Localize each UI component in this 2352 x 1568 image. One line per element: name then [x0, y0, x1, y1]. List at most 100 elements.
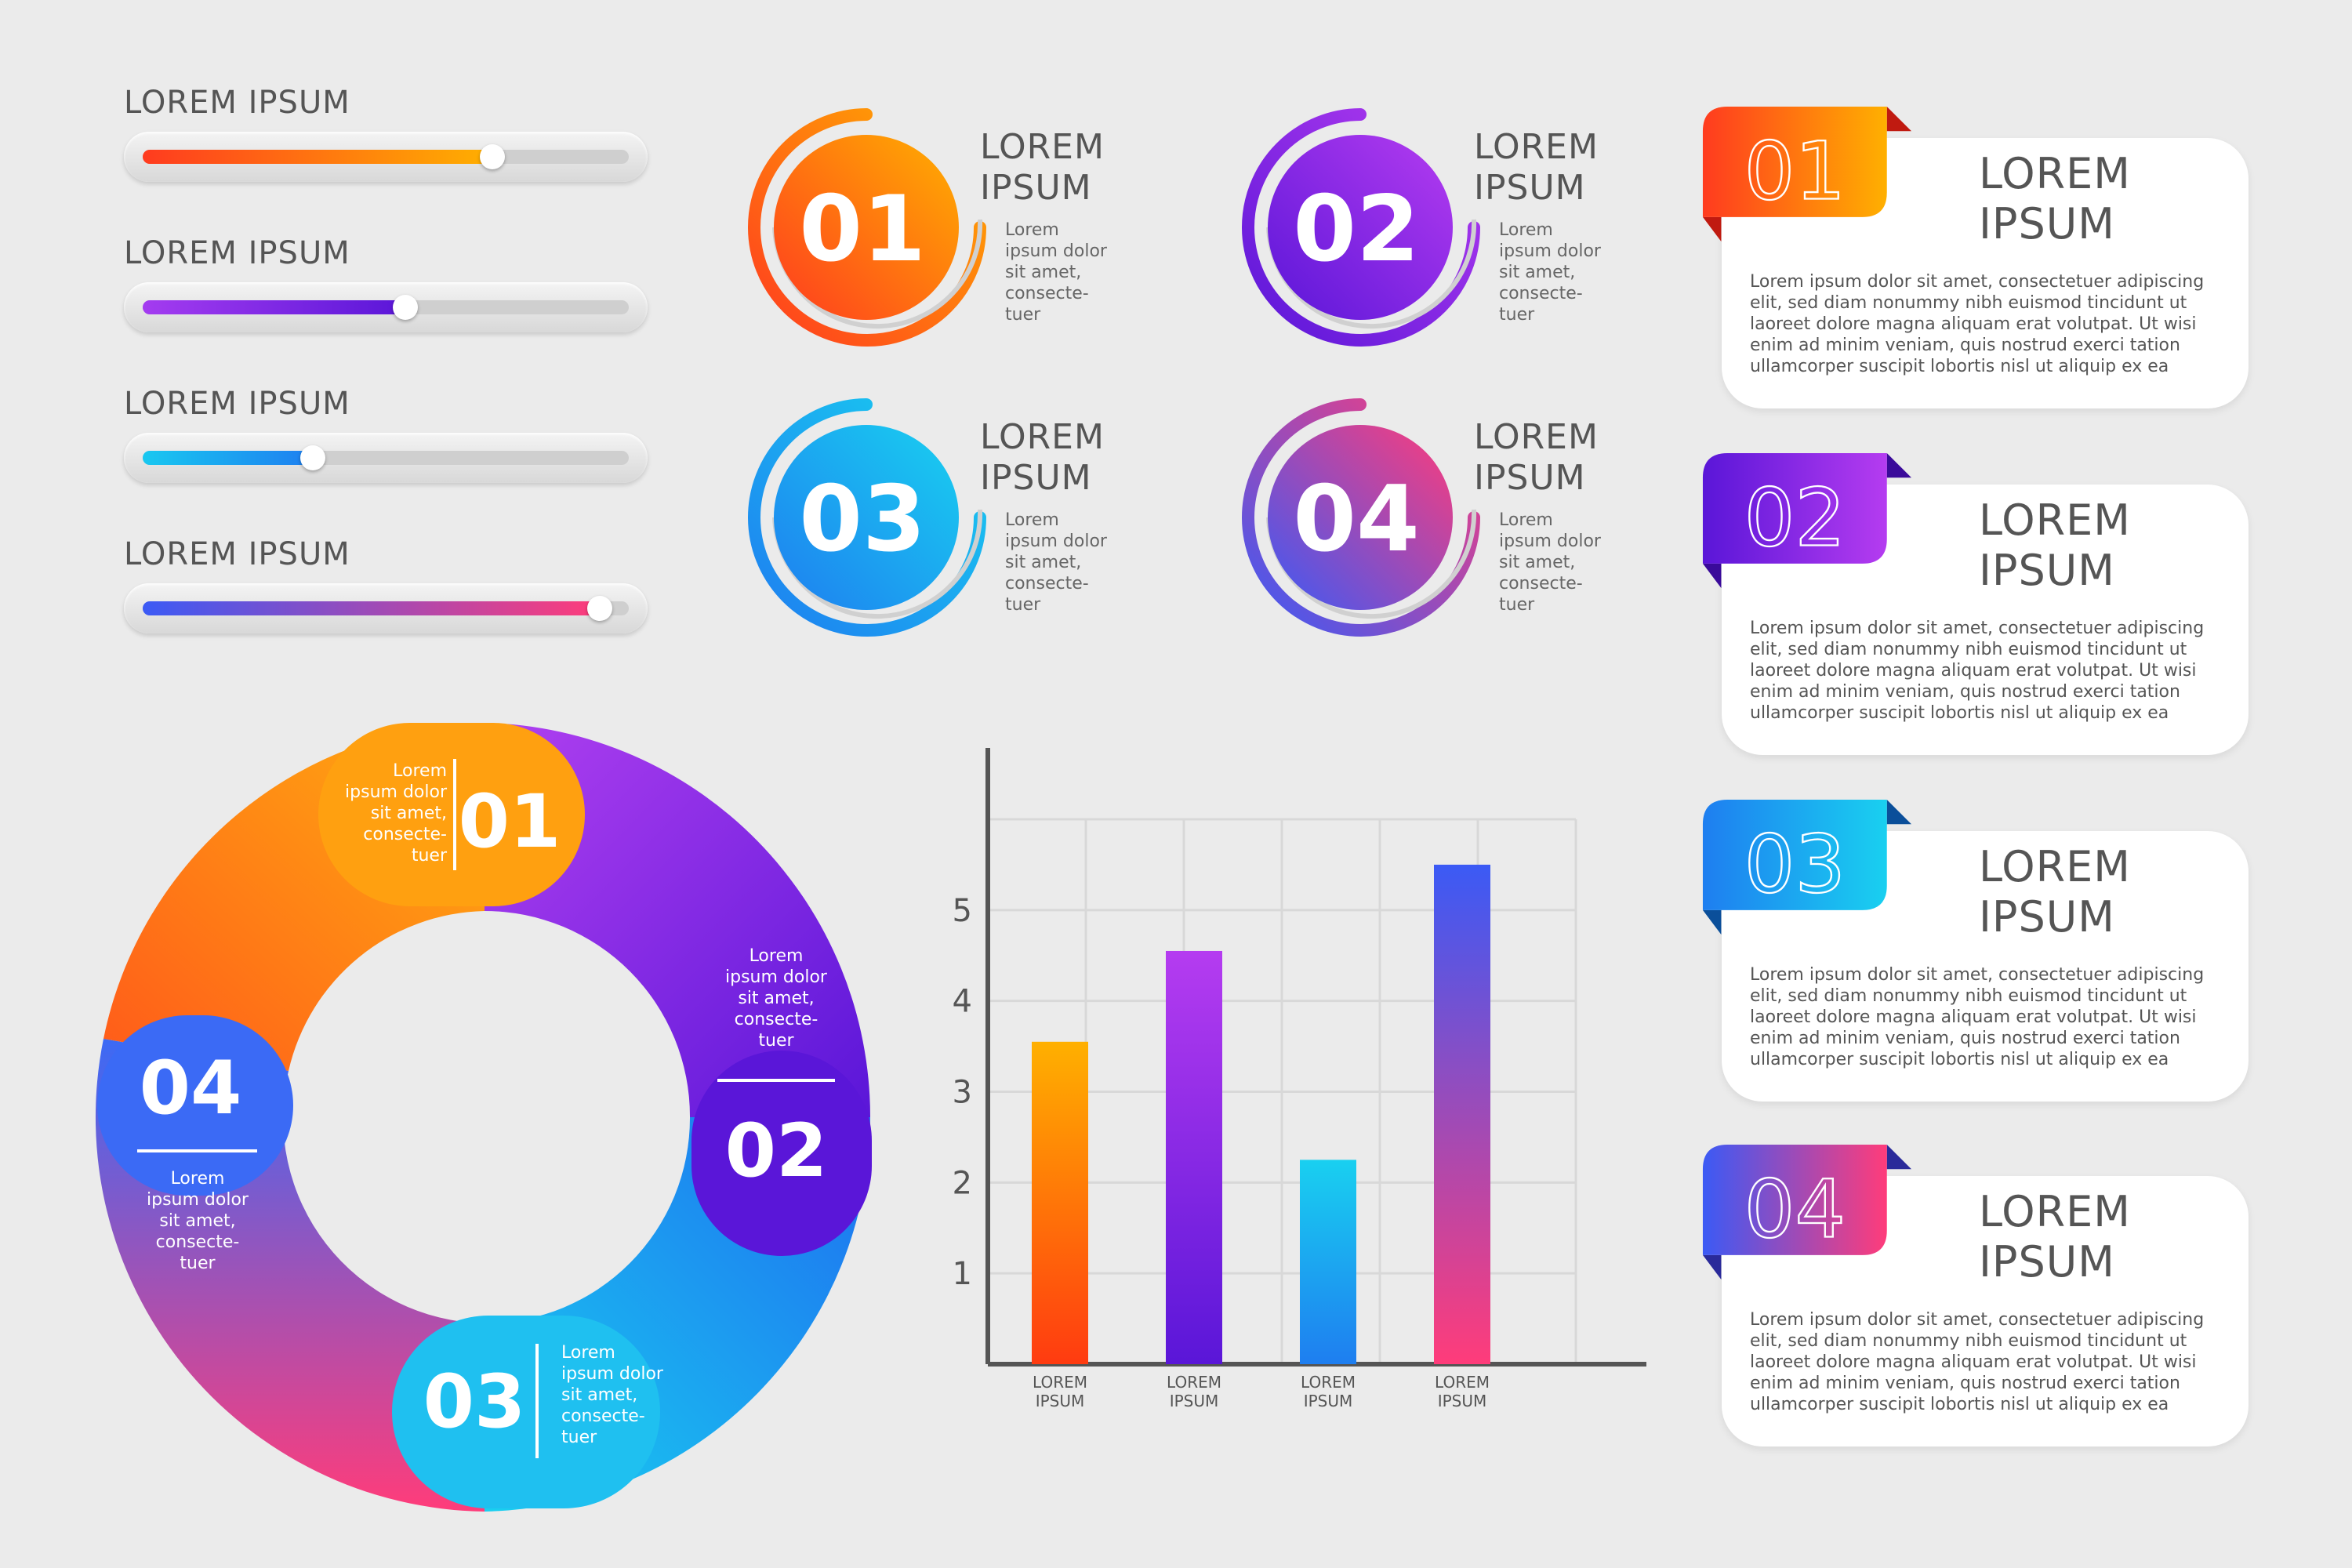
slider-knob[interactable] [392, 295, 418, 320]
card-body-line: laoreet dolore magna aliquam erat volutp… [1750, 661, 2197, 681]
donut-text-line: sit amet, [561, 1385, 638, 1405]
badge-description-line: ipsum dolor [1005, 241, 1107, 261]
slider-track [143, 144, 629, 169]
donut-text-02: Lorem ipsum dolor sit amet, consecte-tuer [706, 946, 847, 1051]
donut-text-line: consecte- [561, 1406, 645, 1426]
svg-text:03: 03 [799, 466, 925, 572]
y-tick-label: 3 [953, 1075, 972, 1111]
slider-4[interactable] [124, 583, 648, 633]
card-title-line: IPSUM [1979, 546, 2115, 595]
svg-text:02: 02 [1744, 471, 1846, 564]
card-body-line: enim ad minim veniam, quis nostrud exerc… [1750, 1029, 2180, 1048]
card-body-line: laoreet dolore magna aliquam erat volutp… [1750, 314, 2197, 334]
card-title: LOREM IPSUM [1979, 842, 2131, 942]
donut-text-line: Lorem [561, 1343, 615, 1363]
badge-description-line: sit amet, [1005, 263, 1082, 282]
card-body-line: Lorem ipsum dolor sit amet, consectetuer… [1750, 619, 2205, 638]
donut-text-line: ipsum dolor [561, 1364, 663, 1384]
donut-text-line: consecte- [734, 1010, 818, 1029]
x-tick-label: LOREM [1033, 1373, 1087, 1392]
svg-text:03: 03 [1744, 818, 1846, 910]
badge-description-line: sit amet, [1499, 553, 1576, 572]
donut-text-01: Lorem ipsum dolor sit amet, consecte-tuer [306, 760, 447, 866]
slider-1[interactable] [124, 132, 648, 182]
badge-title-line: IPSUM [1474, 458, 1586, 498]
badge-description-line: tuer [1499, 595, 1535, 615]
card-body-line: enim ad minim veniam, quis nostrud exerc… [1750, 336, 2180, 355]
slider-2[interactable] [124, 282, 648, 332]
badge-description: Lorem ipsum dolor sit amet, consecte-tuer [1005, 510, 1107, 615]
card-body-line: Lorem ipsum dolor sit amet, consectetuer… [1750, 965, 2205, 985]
slider-label: LOREM IPSUM [124, 85, 350, 121]
card-title: LOREM IPSUM [1979, 1187, 2131, 1287]
slider-fill [143, 300, 405, 314]
slider-fill [143, 150, 493, 164]
badge-circle [1268, 425, 1453, 610]
svg-text:04: 04 [1744, 1163, 1846, 1255]
bar-chart: 12345LOREMIPSUMLOREMIPSUMLOREMIPSUMLOREM… [953, 748, 1646, 1410]
card-body-line: elit, sed diam nonummy nibh euismod tinc… [1750, 1331, 2187, 1351]
x-tick-label: IPSUM [1036, 1392, 1085, 1410]
badge-title-line: LOREM [980, 127, 1105, 167]
donut-text-line: tuer [411, 846, 447, 866]
badge-description-line: tuer [1005, 305, 1041, 325]
slider-track [143, 445, 629, 470]
badge-description: Lorem ipsum dolor sit amet, consecte-tuer [1499, 510, 1601, 615]
x-tick-label: LOREM [1167, 1373, 1221, 1392]
badge-circle [774, 135, 959, 320]
bar-2 [1166, 950, 1222, 1364]
donut-text-line: sit amet, [159, 1211, 236, 1231]
donut-text-line: Lorem [170, 1169, 225, 1189]
donut-number-2: 02 [725, 1109, 828, 1194]
badge-description-line: tuer [1499, 305, 1535, 325]
badge-circle [1268, 135, 1453, 320]
slider-knob[interactable] [586, 596, 612, 621]
donut-number-4: 04 [140, 1046, 242, 1131]
card-body-line: ullamcorper suscipit lobortis nisl ut al… [1750, 703, 2169, 723]
slider-fill [143, 601, 600, 615]
y-tick-label: 5 [953, 893, 972, 929]
badge-circle [774, 425, 959, 610]
badge-title-line: LOREM [1474, 417, 1599, 457]
number-badge-03: 03 [748, 398, 1120, 637]
slider-knob[interactable] [480, 144, 506, 169]
badge-title: LOREM IPSUM [1474, 417, 1599, 499]
bar-4 [1434, 864, 1490, 1364]
card-title-line: LOREM [1979, 1187, 2131, 1236]
card-body: Lorem ipsum dolor sit amet, consectetuer… [1750, 618, 2228, 724]
donut-text-03: Lorem ipsum dolor sit amet, consecte-tuer [561, 1342, 702, 1448]
card-body-line: ullamcorper suscipit lobortis nisl ut al… [1750, 357, 2169, 376]
badge-description-line: consecte- [1005, 574, 1089, 593]
y-tick-label: 4 [953, 984, 972, 1020]
badge-title-line: LOREM [980, 417, 1105, 457]
badge-description: Lorem ipsum dolor sit amet, consecte-tuer [1499, 220, 1601, 325]
info-card-01: LOREM IPSUM Lorem ipsum dolor sit amet, co… [1722, 138, 2249, 408]
badge-description-line: ipsum dolor [1499, 241, 1601, 261]
card-title-line: IPSUM [1979, 199, 2115, 249]
card-body-line: elit, sed diam nonummy nibh euismod tinc… [1750, 640, 2187, 659]
card-body-line: Lorem ipsum dolor sit amet, consectetuer… [1750, 272, 2205, 292]
card-number-tab: 04 [1702, 1145, 1912, 1280]
badge-description-line: Lorem [1005, 510, 1059, 530]
badge-title: LOREM IPSUM [1474, 127, 1599, 209]
card-body-line: ullamcorper suscipit lobortis nisl ut al… [1750, 1395, 2169, 1414]
badge-title-line: IPSUM [980, 458, 1092, 498]
badge-description-line: Lorem [1499, 220, 1553, 240]
y-tick-label: 1 [953, 1256, 972, 1292]
info-card-02: LOREM IPSUM Lorem ipsum dolor sit amet, co… [1722, 485, 2249, 755]
card-body-line: laoreet dolore magna aliquam erat volutp… [1750, 1352, 2197, 1372]
card-body: Lorem ipsum dolor sit amet, consectetuer… [1750, 271, 2228, 377]
card-number-tab: 02 [1702, 453, 1912, 589]
card-body-line: enim ad minim veniam, quis nostrud exerc… [1750, 1374, 2180, 1393]
card-title-line: LOREM [1979, 495, 2131, 545]
card-body-line: Lorem ipsum dolor sit amet, consectetuer… [1750, 1310, 2205, 1330]
donut-capsule-3 [392, 1316, 660, 1508]
card-body-line: laoreet dolore magna aliquam erat volutp… [1750, 1007, 2197, 1027]
donut-text-line: tuer [180, 1254, 216, 1273]
donut-text-line: Lorem [393, 761, 447, 781]
number-badge-01: 01 [748, 108, 1120, 347]
x-tick-label: IPSUM [1304, 1392, 1353, 1410]
slider-3[interactable] [124, 433, 648, 483]
slider-knob[interactable] [300, 445, 325, 470]
card-body: Lorem ipsum dolor sit amet, consectetuer… [1750, 964, 2228, 1070]
